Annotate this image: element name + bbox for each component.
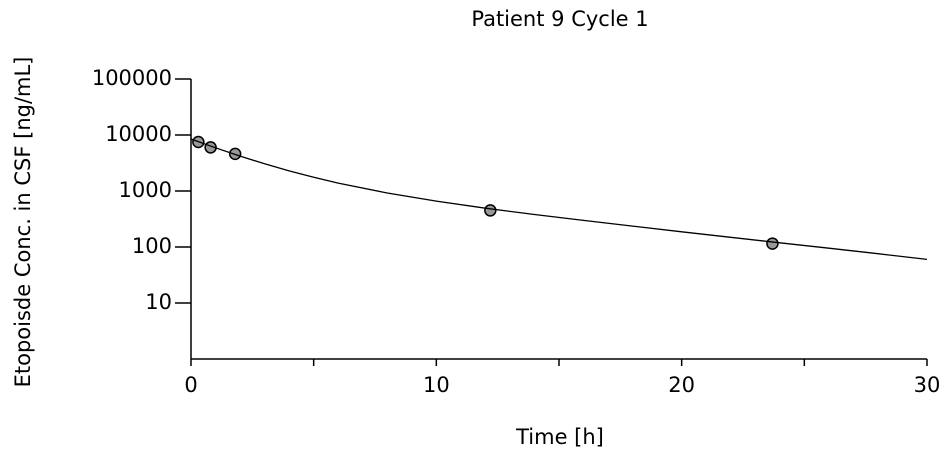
x-tick-label: 0 (184, 373, 197, 397)
data-point (766, 237, 779, 250)
y-axis-label: Etopoisde Conc. in CSF [ng/mL] (11, 57, 35, 388)
y-tick-label: 10000 (105, 122, 172, 146)
x-tick-label: 20 (668, 373, 695, 397)
chart-title: Patient 9 Cycle 1 (471, 7, 648, 31)
data-point (484, 204, 497, 217)
y-tick-label: 100000 (92, 66, 172, 90)
y-tick-label: 100 (132, 234, 172, 258)
y-tick-label: 1000 (119, 178, 172, 202)
x-tick-label: 10 (423, 373, 450, 397)
x-axis-label: Time [h] (515, 425, 604, 449)
fit-curve (190, 138, 928, 261)
y-tick-label: 10 (145, 290, 172, 314)
x-tick-label: 30 (914, 373, 941, 397)
